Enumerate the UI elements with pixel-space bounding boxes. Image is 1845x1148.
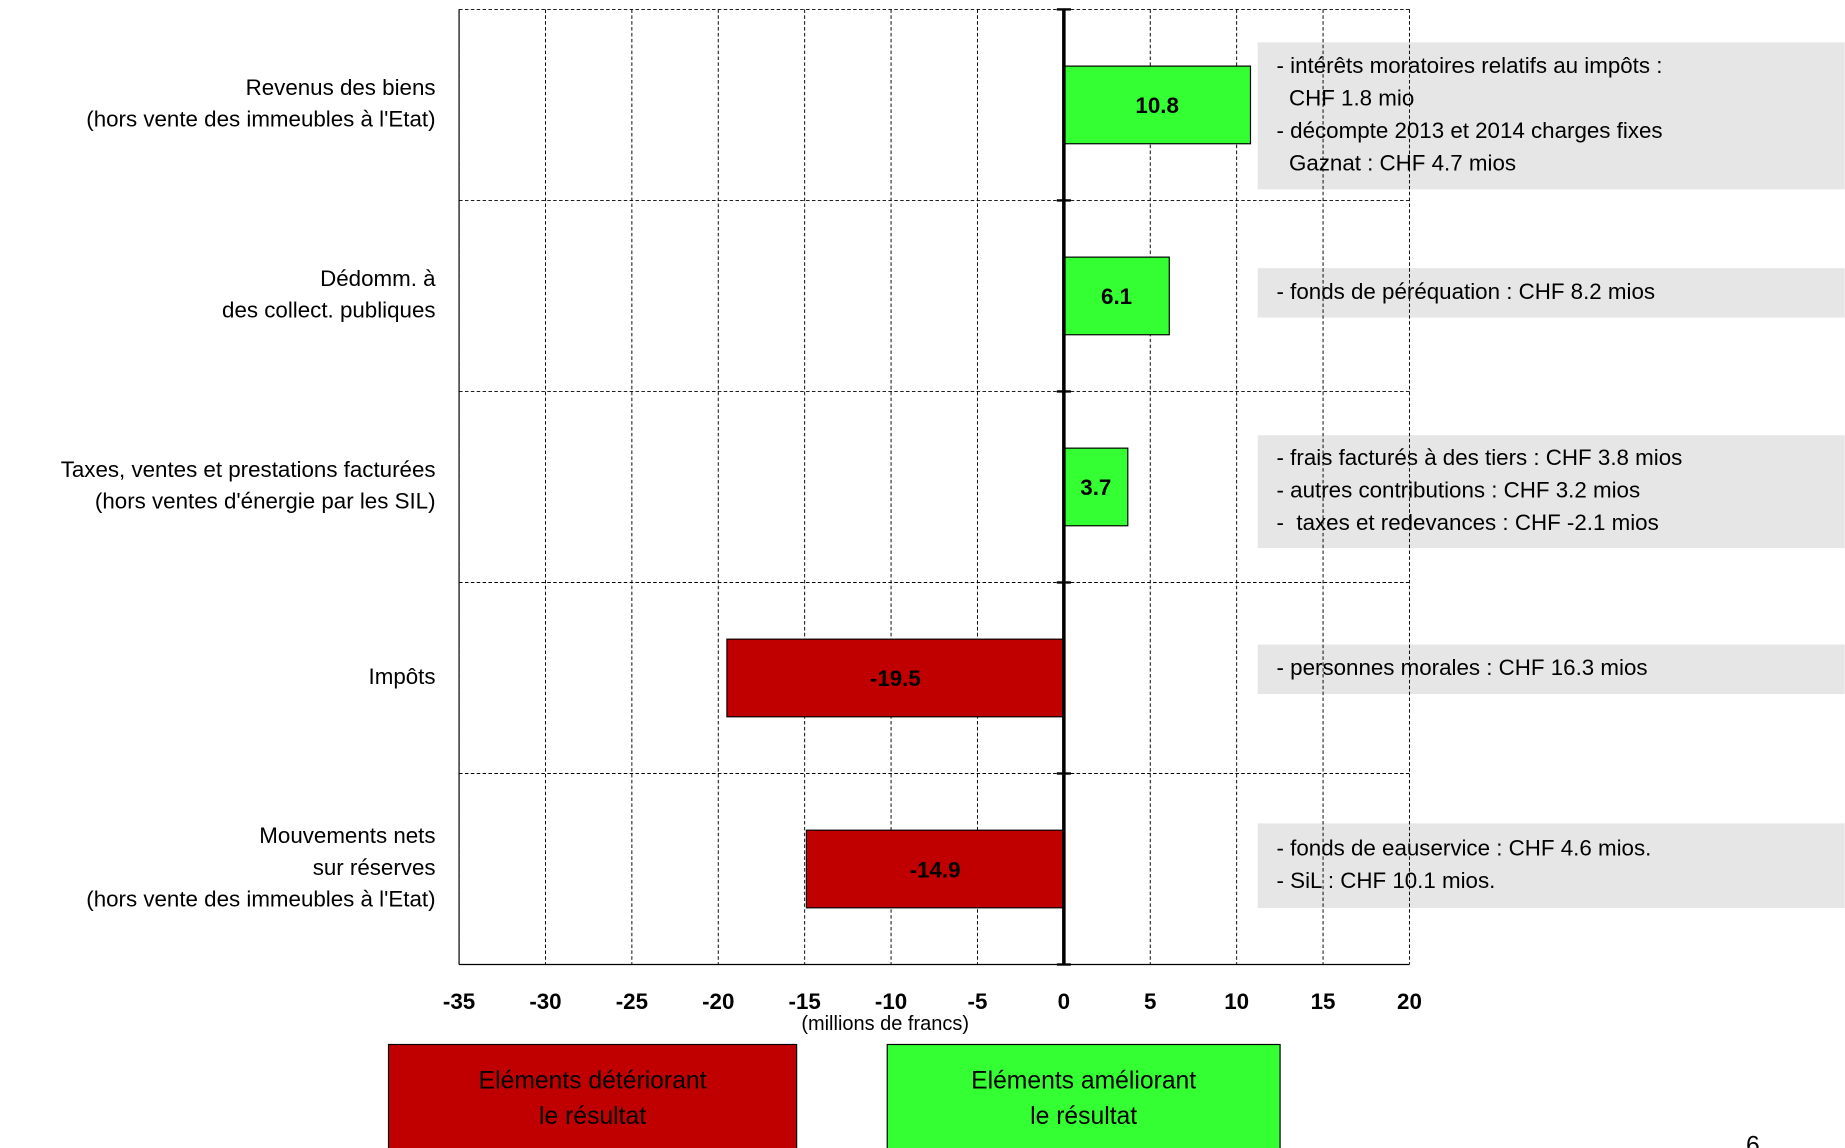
x-tick-label: 10 bbox=[1224, 989, 1249, 1014]
legend-box bbox=[387, 1043, 798, 1148]
category-label: Impôts bbox=[369, 664, 436, 689]
category-label: Taxes, ventes et prestations facturées bbox=[61, 457, 436, 482]
annotation-text: - personnes morales : CHF 16.3 mios bbox=[1277, 655, 1648, 680]
annotation-text: - autres contributions : CHF 3.2 mios bbox=[1277, 478, 1641, 503]
annotation-text: Gaznat : CHF 4.7 mios bbox=[1277, 150, 1516, 175]
annotation-text: CHF 1.8 mio bbox=[1277, 86, 1415, 111]
legend-label: Eléments améliorant bbox=[971, 1068, 1196, 1095]
legend-label: Eléments détériorant bbox=[479, 1068, 707, 1095]
x-tick-label: -30 bbox=[529, 989, 561, 1014]
annotation-text: - SiL : CHF 10.1 mios. bbox=[1277, 868, 1496, 893]
page-number: 6 bbox=[1746, 1132, 1760, 1148]
x-tick-label: 20 bbox=[1397, 989, 1422, 1014]
category-label: sur réserves bbox=[313, 855, 436, 880]
annotation-text: - fonds de eauservice : CHF 4.6 mios. bbox=[1277, 835, 1652, 860]
x-tick-label: 15 bbox=[1311, 989, 1336, 1014]
annotation-box bbox=[1257, 268, 1845, 318]
x-tick-label: -35 bbox=[443, 989, 475, 1014]
x-tick-label: -15 bbox=[789, 989, 821, 1014]
x-tick-label: -10 bbox=[875, 989, 907, 1014]
category-label: (hors vente des immeubles à l'Etat) bbox=[86, 887, 435, 912]
x-tick-label: 0 bbox=[1058, 989, 1070, 1014]
annotation-box bbox=[1257, 823, 1845, 909]
value-label: -14.9 bbox=[910, 857, 961, 882]
x-tick-label: -25 bbox=[616, 989, 648, 1014]
annotation-text: - fonds de péréquation : CHF 8.2 mios bbox=[1277, 279, 1656, 304]
bar bbox=[1063, 65, 1252, 145]
legend-box bbox=[886, 1043, 1281, 1148]
value-label: 10.8 bbox=[1135, 93, 1178, 118]
category-label: (hors vente des immeubles à l'Etat) bbox=[86, 107, 435, 132]
bar bbox=[726, 638, 1065, 718]
category-label: des collect. publiques bbox=[222, 298, 436, 323]
legend-label: le résultat bbox=[539, 1103, 646, 1130]
category-label: Mouvements nets bbox=[259, 823, 435, 848]
bar bbox=[805, 829, 1065, 909]
category-label: Revenus des biens bbox=[246, 75, 436, 100]
x-tick-label: -20 bbox=[702, 989, 734, 1014]
value-label: -19.5 bbox=[870, 666, 921, 691]
annotation-box bbox=[1257, 42, 1845, 190]
annotation-box bbox=[1257, 644, 1845, 694]
annotation-box bbox=[1257, 435, 1845, 549]
category-label: (hors ventes d'énergie par les SIL) bbox=[95, 489, 436, 514]
category-label: Dédomm. à bbox=[320, 266, 436, 291]
annotation-text: - frais facturés à des tiers : CHF 3.8 m… bbox=[1277, 445, 1683, 470]
value-label: 6.1 bbox=[1101, 284, 1132, 309]
x-axis-title: (millions de francs) bbox=[801, 1013, 969, 1035]
value-label: 3.7 bbox=[1080, 475, 1111, 500]
legend-label: le résultat bbox=[1030, 1103, 1137, 1130]
annotation-text: - décompte 2013 et 2014 charges fixes bbox=[1277, 118, 1663, 143]
annotation-text: - taxes et redevances : CHF -2.1 mios bbox=[1277, 510, 1659, 535]
x-tick-label: 5 bbox=[1144, 989, 1156, 1014]
x-tick-label: -5 bbox=[968, 989, 988, 1014]
annotation-text: - intérêts moratoires relatifs au impôts… bbox=[1277, 53, 1663, 78]
